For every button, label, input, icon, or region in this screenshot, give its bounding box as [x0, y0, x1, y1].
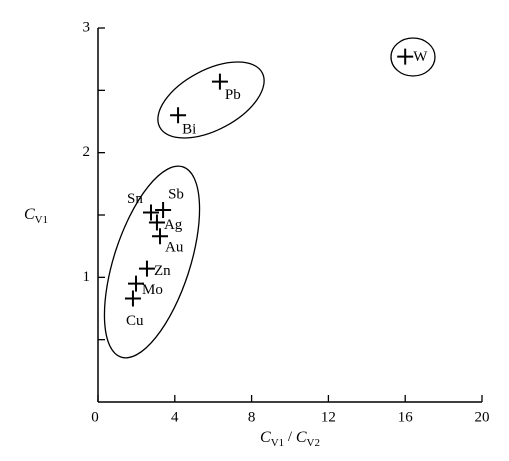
x-tick-label: 16	[398, 409, 414, 425]
x-label-sub: V1	[271, 437, 284, 449]
x-label-sub: V2	[307, 437, 320, 449]
point	[138, 260, 155, 277]
x-tick-label: 4	[171, 409, 179, 425]
y-axis-label: CV1	[24, 206, 48, 226]
group-ellipse	[157, 61, 265, 139]
point-label: Sb	[168, 186, 184, 202]
y-label-main: C	[24, 206, 35, 223]
group-ellipse	[103, 165, 201, 359]
y-tick-label: 2	[83, 144, 91, 160]
point-label: Sn	[127, 191, 143, 207]
point-label: Cu	[126, 313, 144, 329]
y-tick-label: 3	[83, 19, 91, 35]
point-label: W	[413, 49, 428, 65]
point	[124, 290, 141, 307]
x-tick-label: 12	[321, 409, 336, 425]
x-label-main: C	[296, 429, 307, 446]
x-axis-label: CV1 / CV2	[260, 429, 320, 449]
x-tick-label: 0	[91, 409, 99, 425]
point-label: Au	[165, 240, 184, 256]
point-label: Zn	[154, 263, 171, 279]
point	[142, 204, 159, 221]
point-label: Mo	[142, 282, 163, 298]
point-label: Ag	[164, 217, 183, 233]
point	[128, 275, 145, 292]
point-label: Bi	[182, 122, 196, 138]
point	[152, 228, 169, 245]
x-tick-label: 8	[248, 409, 256, 425]
point-label: Pb	[225, 87, 241, 103]
group-ellipse	[390, 37, 436, 77]
point	[170, 107, 187, 124]
point	[155, 202, 172, 219]
point	[148, 214, 165, 231]
point	[211, 73, 228, 90]
y-tick-label: 1	[83, 269, 91, 285]
y-label-sub: V1	[35, 214, 48, 226]
point	[397, 48, 414, 65]
x-label-main: C	[260, 429, 271, 446]
x-label-sep: /	[284, 429, 296, 445]
x-tick-label: 20	[475, 409, 490, 425]
